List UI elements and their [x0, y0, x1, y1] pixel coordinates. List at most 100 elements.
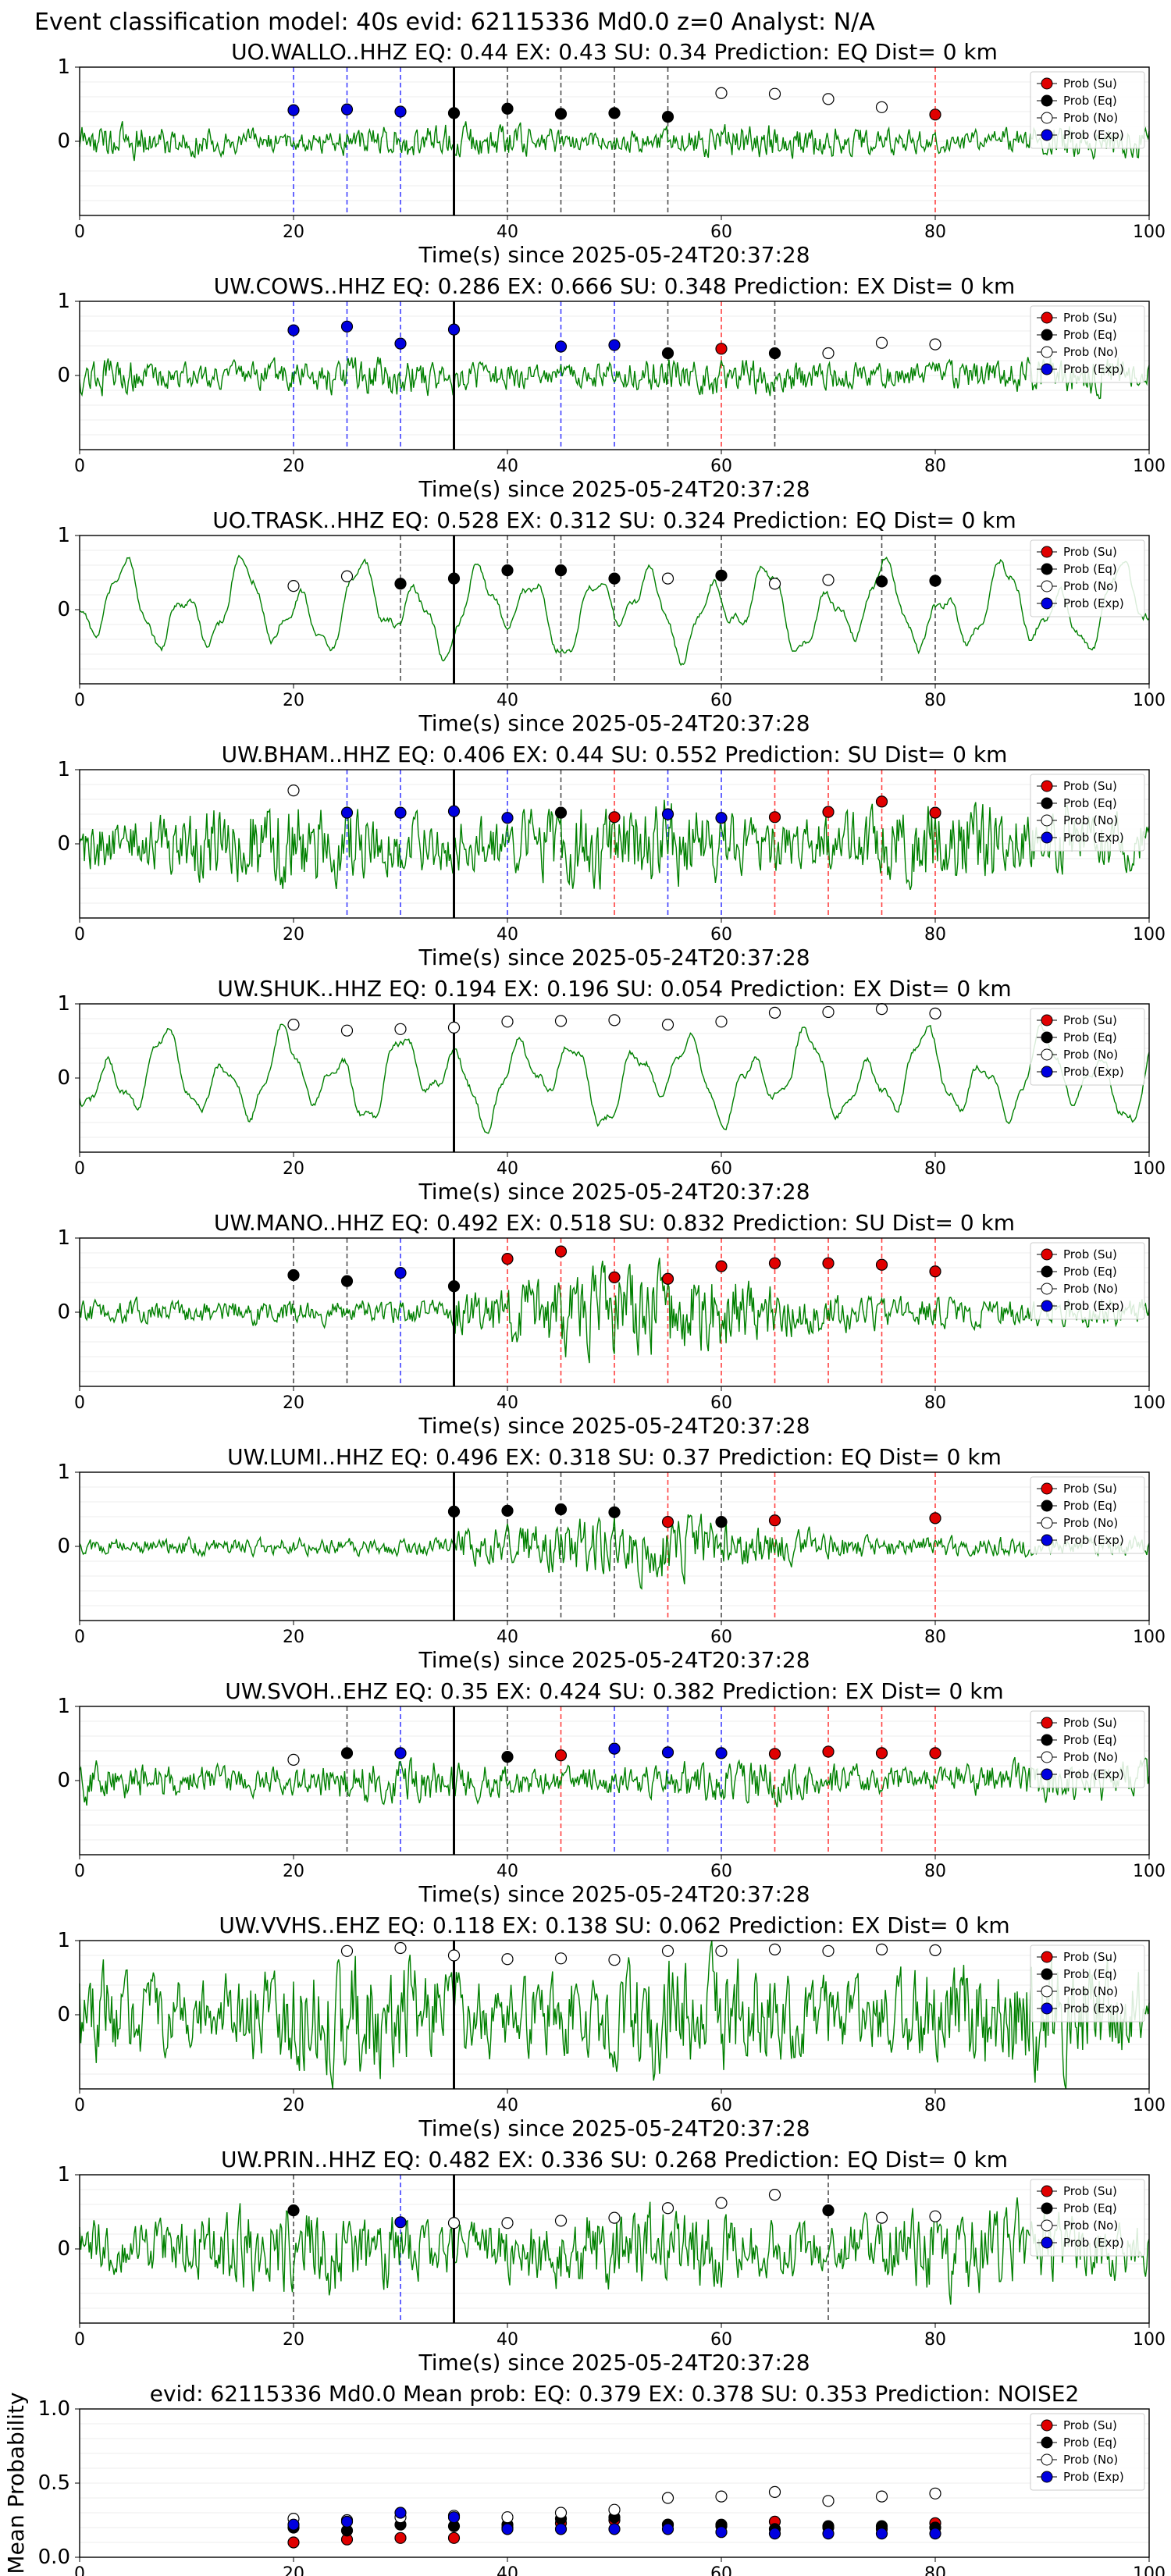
prob-marker-no — [554, 2215, 568, 2227]
legend-box — [1030, 305, 1145, 383]
prob-marker-exp — [287, 104, 300, 116]
x-tick-label: 100 — [1133, 2564, 1166, 2576]
legend-marker — [1041, 2471, 1053, 2483]
legend-label: Prob (No) — [1063, 1516, 1118, 1530]
x-tick-label: 100 — [1133, 1393, 1166, 1413]
prob-marker-exp — [608, 1742, 621, 1755]
legend-marker — [1041, 2453, 1053, 2466]
x-tick-label: 60 — [710, 925, 732, 945]
mean-marker-su — [394, 2532, 407, 2544]
x-axis-label: Time(s) since 2025-05-24T20:37:28 — [418, 1647, 810, 1673]
prob-marker-su — [715, 343, 728, 355]
x-tick-label: 80 — [924, 1862, 946, 1881]
prob-marker-su — [875, 1747, 888, 1759]
prob-marker-no — [287, 784, 300, 797]
prob-marker-no — [768, 578, 781, 590]
prob-marker-no — [875, 1943, 888, 1955]
prob-marker-eq — [287, 2204, 300, 2217]
x-axis-label: Time(s) since 2025-05-24T20:37:28 — [418, 2115, 810, 2141]
waveform — [79, 554, 1150, 667]
x-tick-label: 60 — [710, 2096, 732, 2115]
prob-marker-no — [608, 1014, 621, 1026]
legend-label: Prob (Su) — [1063, 779, 1117, 793]
legend-label: Prob (Exp) — [1063, 596, 1124, 610]
prob-marker-no — [768, 87, 781, 100]
x-tick-label: 80 — [924, 1628, 946, 1647]
legend-marker — [1041, 363, 1053, 375]
legend-marker — [1041, 1031, 1053, 1044]
plot-frame — [79, 1471, 1150, 1621]
panel-uw-shuk--hhz: UW.SHUK..HHZ EQ: 0.194 EX: 0.196 SU: 0.0… — [57, 976, 1166, 1204]
x-tick-label: 40 — [497, 2096, 518, 2115]
prob-marker-exp — [715, 812, 728, 824]
legend-label: Prob (Su) — [1063, 1013, 1117, 1027]
prob-marker-no — [715, 1944, 728, 1957]
legend-label: Prob (Exp) — [1063, 1767, 1124, 1781]
prob-marker-no — [287, 1753, 300, 1766]
prob-marker-eq — [608, 572, 621, 585]
legend-box — [1030, 2179, 1145, 2257]
prob-marker-exp — [394, 1267, 407, 1279]
x-axis-label: Time(s) since 2025-05-24T20:37:28 — [418, 1881, 810, 1907]
prob-marker-su — [929, 1512, 941, 1525]
prob-marker-eq — [554, 1503, 568, 1516]
x-tick-label: 20 — [283, 1393, 304, 1413]
prob-marker-su — [661, 1516, 674, 1528]
mean-marker-exp — [715, 2526, 728, 2539]
mean-marker-exp — [661, 2523, 674, 2535]
mean-marker-exp — [875, 2528, 888, 2540]
x-tick-label: 80 — [924, 2330, 946, 2350]
legend-marker — [1041, 1951, 1053, 1963]
prob-marker-no — [768, 1006, 781, 1019]
x-tick-label: 0 — [74, 2564, 85, 2576]
x-tick-label: 20 — [283, 1862, 304, 1881]
prob-marker-su — [554, 1245, 568, 1258]
panel-title: UW.VVHS..EHZ EQ: 0.118 EX: 0.138 SU: 0.0… — [219, 1912, 1009, 1938]
legend-marker — [1041, 1014, 1053, 1026]
mean-marker-no — [608, 2503, 621, 2516]
x-axis-label: Time(s) since 2025-05-24T20:37:28 — [418, 2350, 810, 2375]
legend-marker — [1041, 94, 1053, 107]
prob-marker-no — [822, 347, 835, 360]
legend-label: Prob (Su) — [1063, 2184, 1117, 2198]
x-tick-label: 0 — [74, 457, 85, 476]
waveform — [79, 356, 1150, 400]
legend-marker — [1041, 77, 1053, 90]
prob-marker-no — [394, 1023, 407, 1035]
x-tick-label: 100 — [1133, 691, 1166, 710]
legend-marker — [1041, 311, 1053, 324]
y-tick-label: 0.0 — [38, 2546, 70, 2569]
prob-marker-eq — [501, 564, 514, 577]
legend-box — [1030, 71, 1145, 149]
prob-marker-eq — [340, 1747, 354, 1759]
legend-marker — [1041, 2436, 1053, 2449]
legend-marker — [1041, 329, 1053, 341]
panel-title: UW.LUMI..HHZ EQ: 0.496 EX: 0.318 SU: 0.3… — [227, 1444, 1002, 1470]
prob-marker-su — [608, 811, 621, 824]
legend-label: Prob (Eq) — [1063, 1265, 1117, 1279]
prob-marker-su — [768, 1257, 781, 1269]
y-tick-label: 0 — [57, 1535, 70, 1558]
legend-marker — [1041, 1968, 1053, 1980]
y-tick-label: 0 — [57, 130, 70, 153]
prob-marker-no — [447, 2217, 461, 2229]
waveform — [79, 1940, 1150, 2090]
prob-marker-eq — [447, 572, 461, 585]
legend-label: Prob (Exp) — [1063, 831, 1124, 845]
legend-label: Prob (Exp) — [1063, 2001, 1124, 2016]
x-tick-label: 20 — [283, 925, 304, 945]
x-tick-label: 40 — [497, 925, 518, 945]
prob-marker-su — [929, 1747, 941, 1759]
legend-marker — [1041, 2419, 1053, 2432]
prob-marker-no — [661, 1018, 674, 1031]
legend-box — [1030, 1710, 1145, 1788]
x-tick-label: 20 — [283, 457, 304, 476]
legend-label: Prob (No) — [1063, 1984, 1118, 1998]
prob-marker-exp — [287, 324, 300, 336]
panel-title: evid: 62115336 Md0.0 Mean prob: EQ: 0.37… — [150, 2381, 1080, 2407]
legend-box — [1030, 774, 1145, 852]
x-tick-label: 100 — [1133, 1628, 1166, 1647]
prob-marker-eq — [501, 1504, 514, 1517]
plot-frame — [79, 1003, 1150, 1153]
prob-marker-eq — [447, 107, 461, 119]
